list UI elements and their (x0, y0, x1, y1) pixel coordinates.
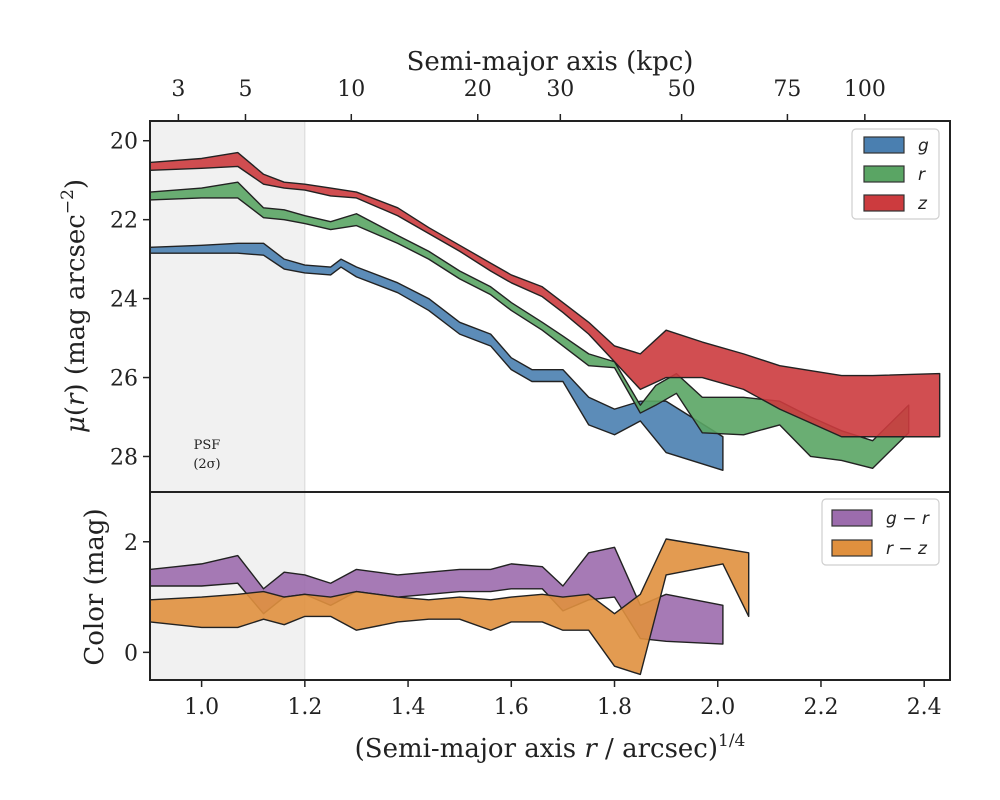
top-panel-series (149, 151, 941, 471)
y-tick-label: 20 (110, 130, 138, 155)
top-x-tick-label: 50 (668, 77, 696, 102)
legend-label-r-minus-z: r − z (886, 539, 928, 559)
band-g (149, 242, 724, 471)
y-tick-label: 22 (110, 209, 138, 234)
legend-swatch-g-minus-r (831, 509, 873, 527)
y-tick-label: 26 (110, 367, 138, 392)
x-tick-label: 1.0 (184, 695, 219, 720)
top-x-tick-label: 3 (171, 77, 185, 102)
legend-label-g: g (918, 136, 929, 156)
psf-sigma-label: (2σ) (193, 457, 220, 472)
legend-label-g-minus-r: g − r (886, 509, 930, 529)
legend-label-r: r (918, 165, 926, 185)
x-tick-label: 2.0 (700, 695, 735, 720)
bottom-panel-frame (149, 491, 951, 681)
axis-ticks: 1.0 1.2 1.4 1.6 1.8 2.0 2.2 2.43 5 10 20 30 50 75 1002… (110, 77, 942, 720)
psf-label: PSF (194, 438, 221, 453)
top-x-tick-label: 30 (546, 77, 574, 102)
y-tick-label: 24 (110, 288, 138, 313)
top-legend: g r z (851, 128, 940, 220)
x-tick-label: 1.4 (391, 695, 426, 720)
band-z (149, 151, 941, 438)
bottom-panel-series (149, 538, 750, 676)
x-tick-label: 1.2 (287, 695, 322, 720)
x-tick-label: 2.4 (907, 695, 942, 720)
legend-swatch-g (863, 136, 905, 154)
color-y-tick-label: 2 (124, 531, 138, 556)
x-tick-label: 1.6 (494, 695, 529, 720)
legend-swatch-r-minus-z (831, 539, 873, 557)
top-y-axis-label: μ(r) (mag arcsec−2) (58, 179, 91, 433)
top-x-tick-label: 20 (464, 77, 492, 102)
y-tick-label: 28 (110, 445, 138, 470)
bottom-y-axis-label: Color (mag) (80, 508, 110, 665)
legend-swatch-z (863, 194, 905, 212)
top-x-tick-label: 5 (238, 77, 252, 102)
bottom-x-axis-label: (Semi-major axis r / arcsec)1/4 (355, 731, 746, 764)
band-r-minus-z (149, 538, 750, 676)
x-tick-label: 1.8 (597, 695, 632, 720)
top-x-tick-label: 75 (773, 77, 801, 102)
x-tick-label: 2.2 (803, 695, 838, 720)
top-x-tick-label: 100 (844, 77, 886, 102)
psf-region-top (150, 121, 305, 492)
top-x-tick-label: 10 (337, 77, 365, 102)
bottom-legend: g − r r − z (821, 498, 940, 566)
color-y-tick-label: 0 (124, 641, 138, 666)
legend-swatch-r (863, 165, 905, 183)
legend-label-z: z (917, 194, 928, 214)
top-x-axis-label: Semi-major axis (kpc) (407, 47, 694, 77)
